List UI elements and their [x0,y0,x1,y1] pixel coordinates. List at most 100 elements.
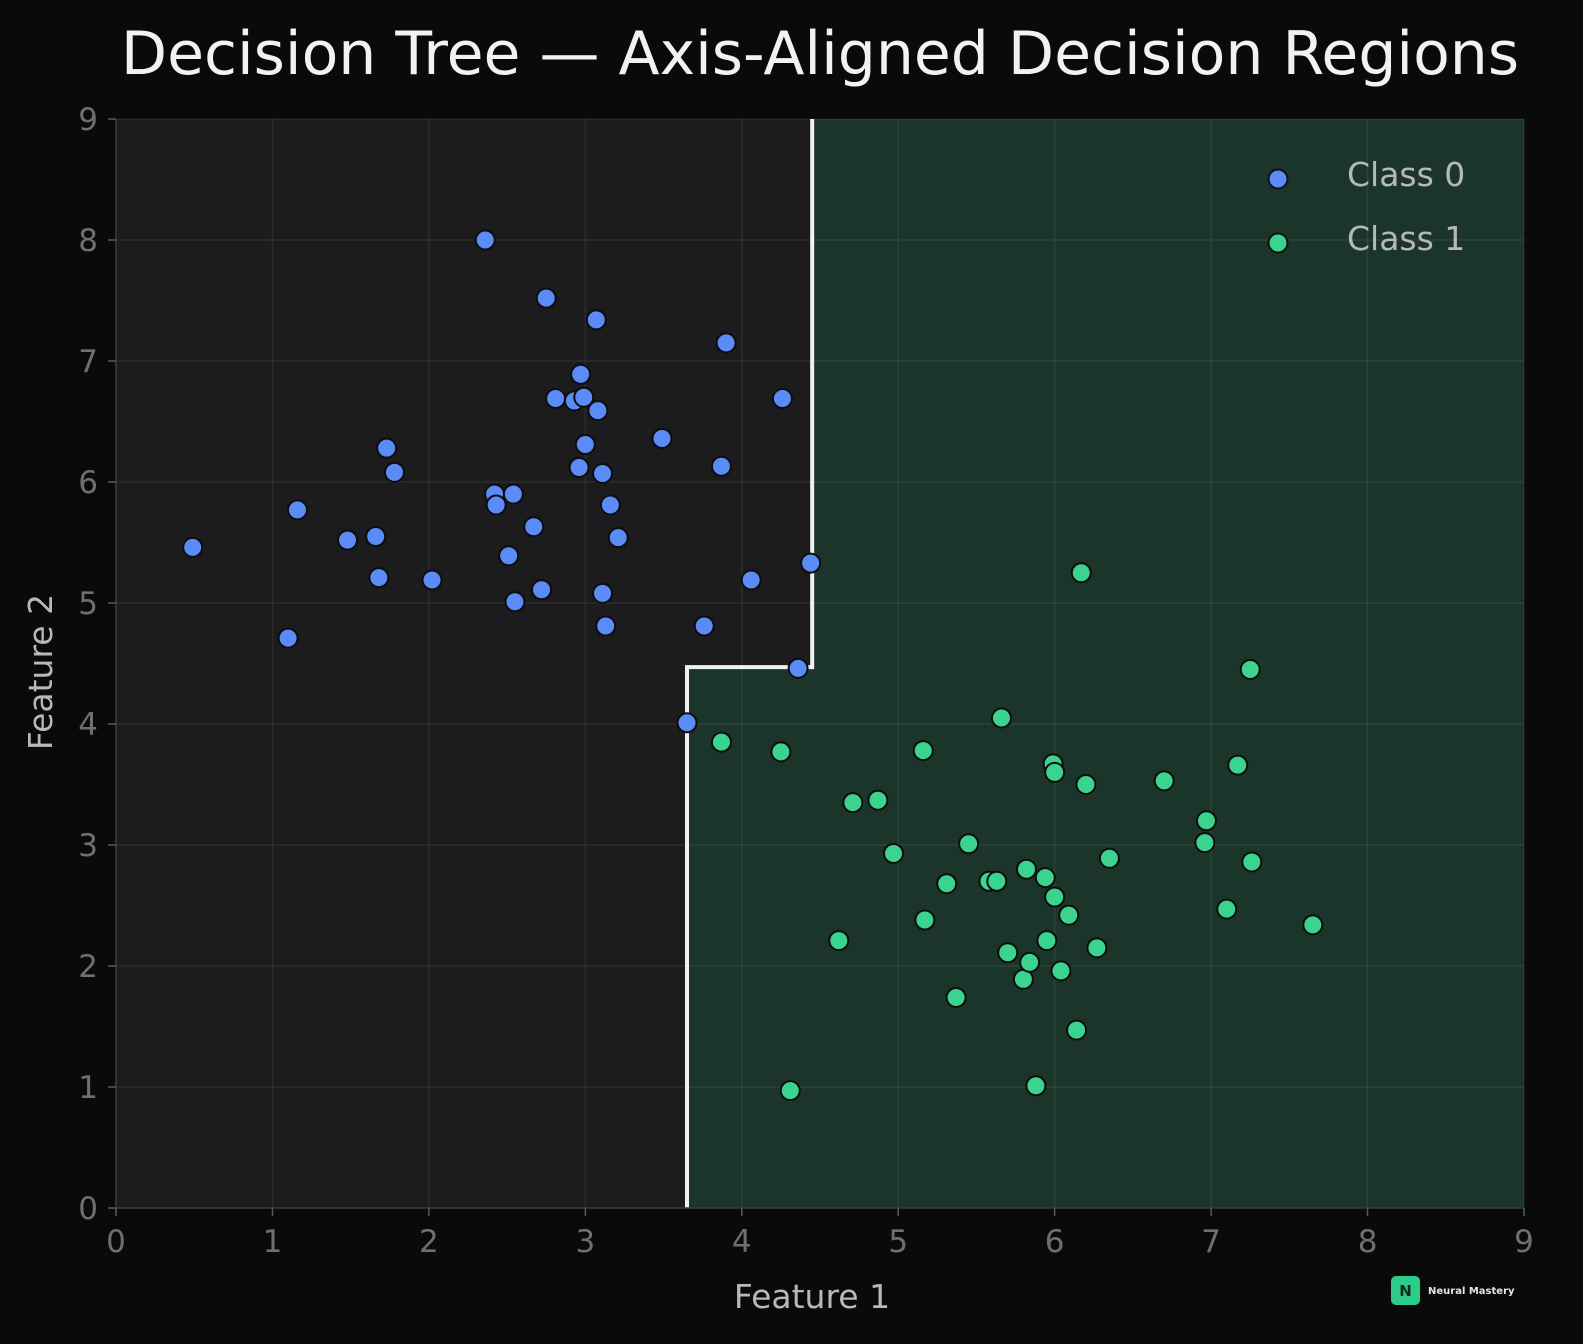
data-point-class-1 [1034,867,1056,889]
y-axis-ticks: 0 1 2 3 4 5 6 7 8 9 [78,102,116,1227]
data-point-class-1 [710,731,732,753]
data-point-class-1 [945,986,967,1008]
data-point-class-1 [1044,886,1066,908]
data-point-class-1 [1239,659,1261,681]
decision-boundary [685,119,815,1208]
data-point-class-0 [365,525,387,547]
data-point-class-1 [779,1080,801,1102]
y-tick-label: 9 [78,102,98,138]
y-tick-label: 8 [78,223,98,259]
data-point-class-0 [800,552,822,574]
data-point-class-1 [1195,810,1217,832]
data-point-class-1 [997,942,1019,964]
data-point-class-0 [787,657,809,679]
x-tick-label: 0 [106,1224,126,1260]
legend: Class 0 Class 1 [1267,155,1465,258]
data-point-class-0 [535,287,557,309]
data-point-class-0 [592,463,614,485]
axes: 0 1 2 3 4 5 6 7 8 9 0 1 2 3 4 5 6 7 8 9 [78,102,1534,1260]
data-point-class-0 [574,433,596,455]
data-point-class-0 [592,582,614,604]
data-point-class-1 [1075,774,1097,795]
data-point-class-1 [770,741,792,763]
data-point-class-0 [545,388,567,410]
data-point-class-0 [182,536,204,558]
y-tick-label: 1 [78,1070,98,1106]
y-tick-label: 4 [78,707,98,743]
y-tick-label: 7 [78,344,98,380]
plot-area [115,118,1525,1209]
x-tick-label: 7 [1201,1224,1221,1260]
data-point-class-0 [599,494,621,516]
data-point-class-0 [531,579,553,601]
data-point-class-1 [1019,951,1041,973]
data-point-class-1 [1241,851,1263,873]
data-point-class-1 [1016,858,1038,880]
data-point-class-1 [1216,898,1238,920]
x-axis-label: Feature 1 [734,1277,890,1316]
legend-label-class-0: Class 0 [1347,155,1465,194]
data-point-class-1 [1070,562,1092,584]
x-tick-label: 9 [1514,1224,1534,1260]
data-point-class-0 [421,569,443,591]
data-point-class-0 [383,461,405,483]
data-point-class-1 [1058,904,1080,926]
data-point-class-0 [570,363,592,385]
data-point-class-1 [1098,847,1120,869]
y-tick-label: 6 [78,465,98,501]
data-point-class-0 [573,386,595,408]
data-point-class-0 [676,712,698,734]
y-tick-label: 0 [78,1191,98,1227]
data-point-class-0 [651,427,673,449]
data-point-class-1 [1036,930,1058,952]
data-point-class-1 [1066,1019,1088,1041]
legend-marker-class-1 [1267,232,1289,254]
data-point-class-1 [990,707,1012,729]
data-point-class-1 [867,789,889,811]
data-point-class-1 [828,930,850,952]
x-tick-label: 8 [1358,1224,1378,1260]
y-tick-label: 3 [78,828,98,864]
data-point-class-0 [337,529,359,551]
y-tick-label: 5 [78,586,98,622]
data-point-class-1 [936,873,958,895]
data-point-class-0 [715,332,737,354]
y-axis-label: Feature 2 [21,594,60,750]
data-point-class-0 [498,545,520,567]
data-point-class-1 [958,833,980,855]
data-point-class-0 [710,455,732,477]
data-point-class-1 [1227,754,1249,776]
data-point-class-0 [277,627,299,649]
data-point-class-0 [368,567,390,589]
x-tick-label: 3 [575,1224,595,1260]
grid [115,118,1525,1209]
legend-label-class-1: Class 1 [1347,219,1465,258]
data-point-class-0 [568,456,590,478]
data-point-class-1 [1086,937,1108,959]
logo-badge-icon [1391,1276,1420,1305]
logo-text: Neural Mastery [1428,1286,1515,1297]
y-tick-label: 2 [78,949,98,985]
data-point-class-0 [286,499,308,521]
logo-letter: N [1399,1282,1412,1300]
data-point-class-1 [1044,761,1066,783]
x-tick-label: 5 [888,1224,908,1260]
legend-marker-class-0 [1267,168,1289,190]
decision-region-class-1 [687,119,1524,1208]
data-point-class-0 [740,569,762,591]
data-point-class-0 [502,483,524,505]
data-point-class-1 [1302,914,1324,936]
data-point-class-0 [771,388,793,410]
data-point-class-0 [607,527,629,549]
data-point-class-1 [1025,1075,1047,1097]
x-tick-label: 4 [732,1224,752,1260]
data-point-class-0 [595,615,617,637]
brand-logo: N Neural Mastery [1391,1276,1515,1305]
x-tick-label: 1 [263,1224,283,1260]
x-tick-label: 6 [1045,1224,1065,1260]
data-point-class-1 [912,740,934,762]
data-point-class-1 [986,870,1008,892]
data-point-class-0 [585,309,607,331]
data-point-class-1 [1153,770,1175,792]
